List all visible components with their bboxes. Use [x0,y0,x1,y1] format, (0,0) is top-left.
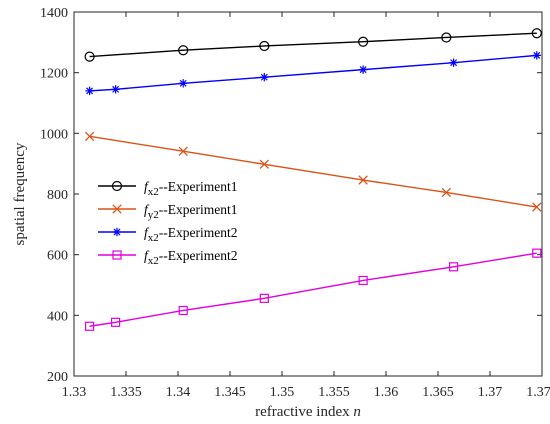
y-tick-label: 400 [47,309,68,324]
data-point-square [110,317,121,327]
legend-label: fx2--Experiment1 [144,179,238,198]
x-tick-label: 1.355 [318,385,350,400]
legend-subscript: x2 [148,232,159,244]
y-tick-label: 1400 [40,6,68,21]
legend-series-name: --Experiment2 [159,248,238,263]
data-point-circle [178,45,189,56]
data-point-circle [259,40,270,52]
x-tick-label: 1.35 [270,385,295,400]
data-point-star [112,227,122,237]
data-point-x [112,204,122,214]
legend-entry: fx2--Experiment2 [98,248,238,267]
x-tick-label: 1.335 [110,385,142,400]
data-point-circle [531,28,542,39]
y-tick-label: 600 [47,249,68,264]
x-tick-label: 1.34 [166,385,191,400]
data-point-x [259,159,269,169]
legend-symbol: f [144,248,150,263]
legend-symbol: f [144,179,150,194]
legend-symbol: f [144,225,150,240]
legend-entry: fy2--Experiment1 [98,202,238,221]
data-point-circle [441,32,452,43]
data-point-star [111,85,120,94]
x-tick-label: 1.365 [422,385,454,400]
data-point-x [178,146,188,156]
data-point-x [532,202,542,212]
legend-subscript: x2 [148,186,159,198]
legend-symbol: f [144,202,150,217]
x-axis-title: refractive index n [255,404,361,420]
y-tick-label: 800 [47,188,68,203]
data-point-star [85,86,94,96]
series-4 [84,248,542,331]
data-point-square [358,275,368,286]
data-point-star [532,51,541,60]
data-point-square [84,321,95,331]
data-point-square [178,305,188,316]
data-point-square [259,293,269,303]
legend-series-name: --Experiment1 [159,179,238,194]
legend-label: fx2--Experiment2 [144,248,238,267]
data-point-square [532,248,542,258]
data-point-square [112,250,122,260]
y-tick-label: 1000 [40,127,68,142]
y-tick-label: 1200 [40,67,68,82]
legend-label: fy2--Experiment1 [144,202,238,221]
x-axis-title-text: refractive index [255,404,353,420]
data-point-star [449,58,458,67]
series-3 [85,51,541,96]
legend-label: fx2--Experiment2 [144,225,238,244]
y-tick-label: 200 [47,370,68,385]
x-tick-label: 1.345 [214,385,246,400]
y-axis-title: spatial frequency [12,142,28,245]
data-point-circle [84,51,95,62]
x-axis-title-variable: n [353,404,361,420]
data-point-x [84,131,95,142]
data-point-x [358,175,368,185]
legend-subscript: y2 [148,209,159,221]
data-point-circle [358,36,369,47]
plot-area-frame [73,11,543,377]
legend-series-name: --Experiment2 [159,225,238,240]
data-point-x [441,187,451,198]
data-point-star [260,73,269,82]
series-line [89,32,537,58]
data-point-square [449,262,459,272]
data-point-star [358,65,368,74]
x-tick-label: 1.37 [478,385,503,400]
series-2 [84,131,542,212]
series-1 [84,28,542,62]
data-point-circle [111,180,123,192]
x-tick-label: 1.375 [526,385,550,400]
legend-entry: fx2--Experiment1 [98,179,238,198]
legend-entry: fx2--Experiment2 [98,225,238,244]
legend-series-name: --Experiment1 [159,202,238,217]
series-line [89,252,537,327]
series-line [89,135,537,208]
data-point-star [179,79,188,88]
legend-subscript: x2 [148,255,159,267]
x-tick-label: 1.36 [374,385,399,400]
x-tick-label: 1.33 [62,385,87,400]
